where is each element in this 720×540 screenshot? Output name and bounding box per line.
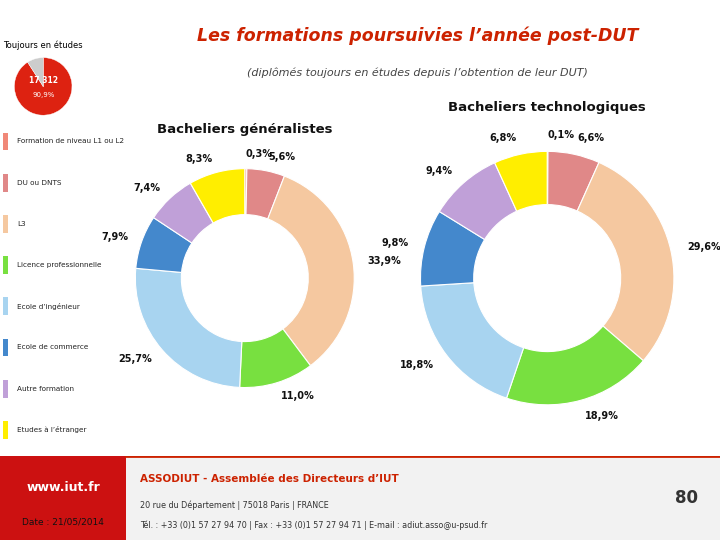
Text: 7,4%: 7,4% bbox=[133, 183, 161, 193]
Wedge shape bbox=[420, 283, 523, 398]
Title: Bacheliers généralistes: Bacheliers généralistes bbox=[157, 123, 333, 136]
Text: Date : 21/05/2014: Date : 21/05/2014 bbox=[22, 517, 104, 526]
Wedge shape bbox=[507, 326, 643, 405]
Text: Licence professionnelle: Licence professionnelle bbox=[17, 262, 102, 268]
Bar bbox=[3, 380, 8, 397]
Bar bbox=[3, 174, 8, 192]
Bar bbox=[3, 421, 8, 438]
Wedge shape bbox=[268, 176, 354, 366]
Wedge shape bbox=[548, 151, 599, 211]
Text: 20 rue du Département | 75018 Paris | FRANCE: 20 rue du Département | 75018 Paris | FR… bbox=[140, 500, 329, 510]
Text: L3: L3 bbox=[17, 221, 26, 227]
Wedge shape bbox=[190, 168, 245, 223]
Text: 18,9%: 18,9% bbox=[585, 411, 619, 421]
Wedge shape bbox=[577, 163, 674, 361]
Bar bbox=[3, 298, 8, 315]
Text: (diplômés toujours en études depuis l’obtention de leur DUT): (diplômés toujours en études depuis l’ob… bbox=[247, 67, 588, 78]
Text: 18,8%: 18,8% bbox=[400, 360, 433, 370]
Wedge shape bbox=[153, 183, 213, 243]
Text: 0,1%: 0,1% bbox=[548, 130, 575, 140]
Bar bbox=[3, 215, 8, 233]
Wedge shape bbox=[547, 151, 548, 205]
Text: Etudes à l’étranger: Etudes à l’étranger bbox=[17, 427, 87, 433]
Text: 25,7%: 25,7% bbox=[118, 354, 152, 364]
Text: Tél. : +33 (0)1 57 27 94 70 | Fax : +33 (0)1 57 27 94 71 | E-mail : adiut.asso@u: Tél. : +33 (0)1 57 27 94 70 | Fax : +33 … bbox=[140, 520, 487, 530]
Bar bbox=[3, 132, 8, 150]
Wedge shape bbox=[495, 151, 547, 211]
Wedge shape bbox=[27, 58, 43, 86]
Bar bbox=[3, 339, 8, 356]
Wedge shape bbox=[135, 268, 242, 387]
Text: Formation de niveau L1 ou L2: Formation de niveau L1 ou L2 bbox=[17, 138, 125, 145]
Text: Autre formation: Autre formation bbox=[17, 386, 74, 392]
Wedge shape bbox=[246, 168, 284, 219]
Text: 5,6%: 5,6% bbox=[269, 152, 296, 162]
Text: www.iut.fr: www.iut.fr bbox=[26, 481, 100, 494]
Text: 6,6%: 6,6% bbox=[577, 133, 605, 143]
Text: 9,8%: 9,8% bbox=[381, 238, 408, 248]
Text: 17 312: 17 312 bbox=[29, 76, 58, 85]
Wedge shape bbox=[14, 58, 72, 115]
Text: 6,8%: 6,8% bbox=[490, 133, 517, 143]
Wedge shape bbox=[420, 212, 485, 286]
Text: 7,9%: 7,9% bbox=[101, 232, 128, 242]
Bar bbox=[3, 256, 8, 274]
Text: Ecole d’ingénieur: Ecole d’ingénieur bbox=[17, 303, 80, 310]
Text: 90,9%: 90,9% bbox=[32, 92, 55, 98]
Title: Toujours en études: Toujours en études bbox=[4, 41, 83, 50]
Text: Ecole de commerce: Ecole de commerce bbox=[17, 345, 89, 350]
Text: 0,3%: 0,3% bbox=[246, 150, 273, 159]
Text: 29,6%: 29,6% bbox=[687, 242, 720, 252]
Text: 8,3%: 8,3% bbox=[186, 153, 213, 164]
Text: 33,9%: 33,9% bbox=[367, 256, 401, 266]
Wedge shape bbox=[439, 163, 517, 240]
Wedge shape bbox=[240, 329, 310, 388]
Text: Les formations poursuivies l’année post-DUT: Les formations poursuivies l’année post-… bbox=[197, 26, 639, 45]
Text: 80: 80 bbox=[675, 489, 698, 507]
Text: 11,0%: 11,0% bbox=[281, 392, 315, 401]
Wedge shape bbox=[245, 168, 247, 214]
Text: DU ou DNTS: DU ou DNTS bbox=[17, 180, 62, 186]
Text: 9,4%: 9,4% bbox=[426, 166, 452, 176]
Wedge shape bbox=[136, 218, 192, 272]
Text: ASSODIUT - Assemblée des Directeurs d’IUT: ASSODIUT - Assemblée des Directeurs d’IU… bbox=[140, 474, 399, 484]
Title: Bacheliers technologiques: Bacheliers technologiques bbox=[449, 102, 646, 114]
Bar bbox=[0, 456, 126, 540]
